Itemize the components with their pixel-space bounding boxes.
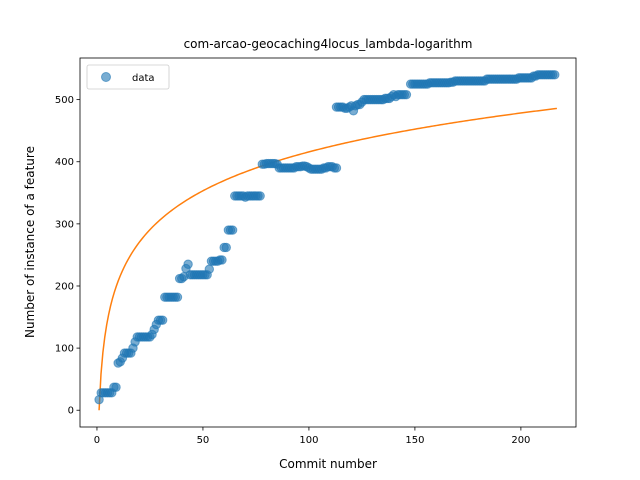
legend-box	[86, 64, 170, 90]
y-axis-label: Number of instance of a feature	[23, 146, 37, 338]
data-point	[331, 163, 342, 173]
x-axis-ticks: 0 50 100 150 200	[94, 427, 530, 446]
chart-title: com-arcao-geocaching4locus_lambda-logari…	[184, 37, 473, 51]
x-tick-label: 0	[94, 435, 100, 446]
data-point	[204, 264, 215, 274]
y-tick-label: 0	[68, 406, 74, 417]
data-point	[227, 225, 238, 235]
plot-background	[80, 58, 576, 427]
fit-layer	[98, 107, 558, 411]
data-point	[172, 292, 183, 302]
plot-frame	[79, 57, 577, 428]
data-point	[183, 259, 193, 269]
data-point	[550, 70, 560, 80]
data-point	[157, 315, 168, 325]
x-tick-label: 200	[511, 435, 530, 446]
data-point	[255, 191, 265, 201]
points-layer	[94, 70, 560, 405]
y-tick-label: 400	[55, 157, 74, 168]
y-tick-label: 300	[55, 219, 74, 230]
y-tick-label: 100	[55, 344, 74, 355]
y-axis-ticks: 0 100 200 300 400 500	[55, 95, 80, 417]
x-tick-label: 100	[299, 435, 318, 446]
legend-marker-data	[101, 72, 111, 82]
data-point	[217, 255, 227, 265]
x-tick-label: 50	[197, 435, 210, 446]
x-axis-label: Commit number	[279, 457, 377, 471]
data-point	[111, 382, 121, 392]
plot-area	[79, 57, 577, 428]
data-point	[401, 89, 412, 100]
x-tick-label: 150	[405, 435, 424, 446]
legend-label-data: data	[132, 73, 155, 84]
y-tick-label: 500	[55, 95, 74, 106]
data-point	[221, 242, 231, 253]
y-tick-label: 200	[55, 281, 74, 292]
fit-line	[98, 107, 558, 411]
legend: data	[86, 64, 170, 90]
